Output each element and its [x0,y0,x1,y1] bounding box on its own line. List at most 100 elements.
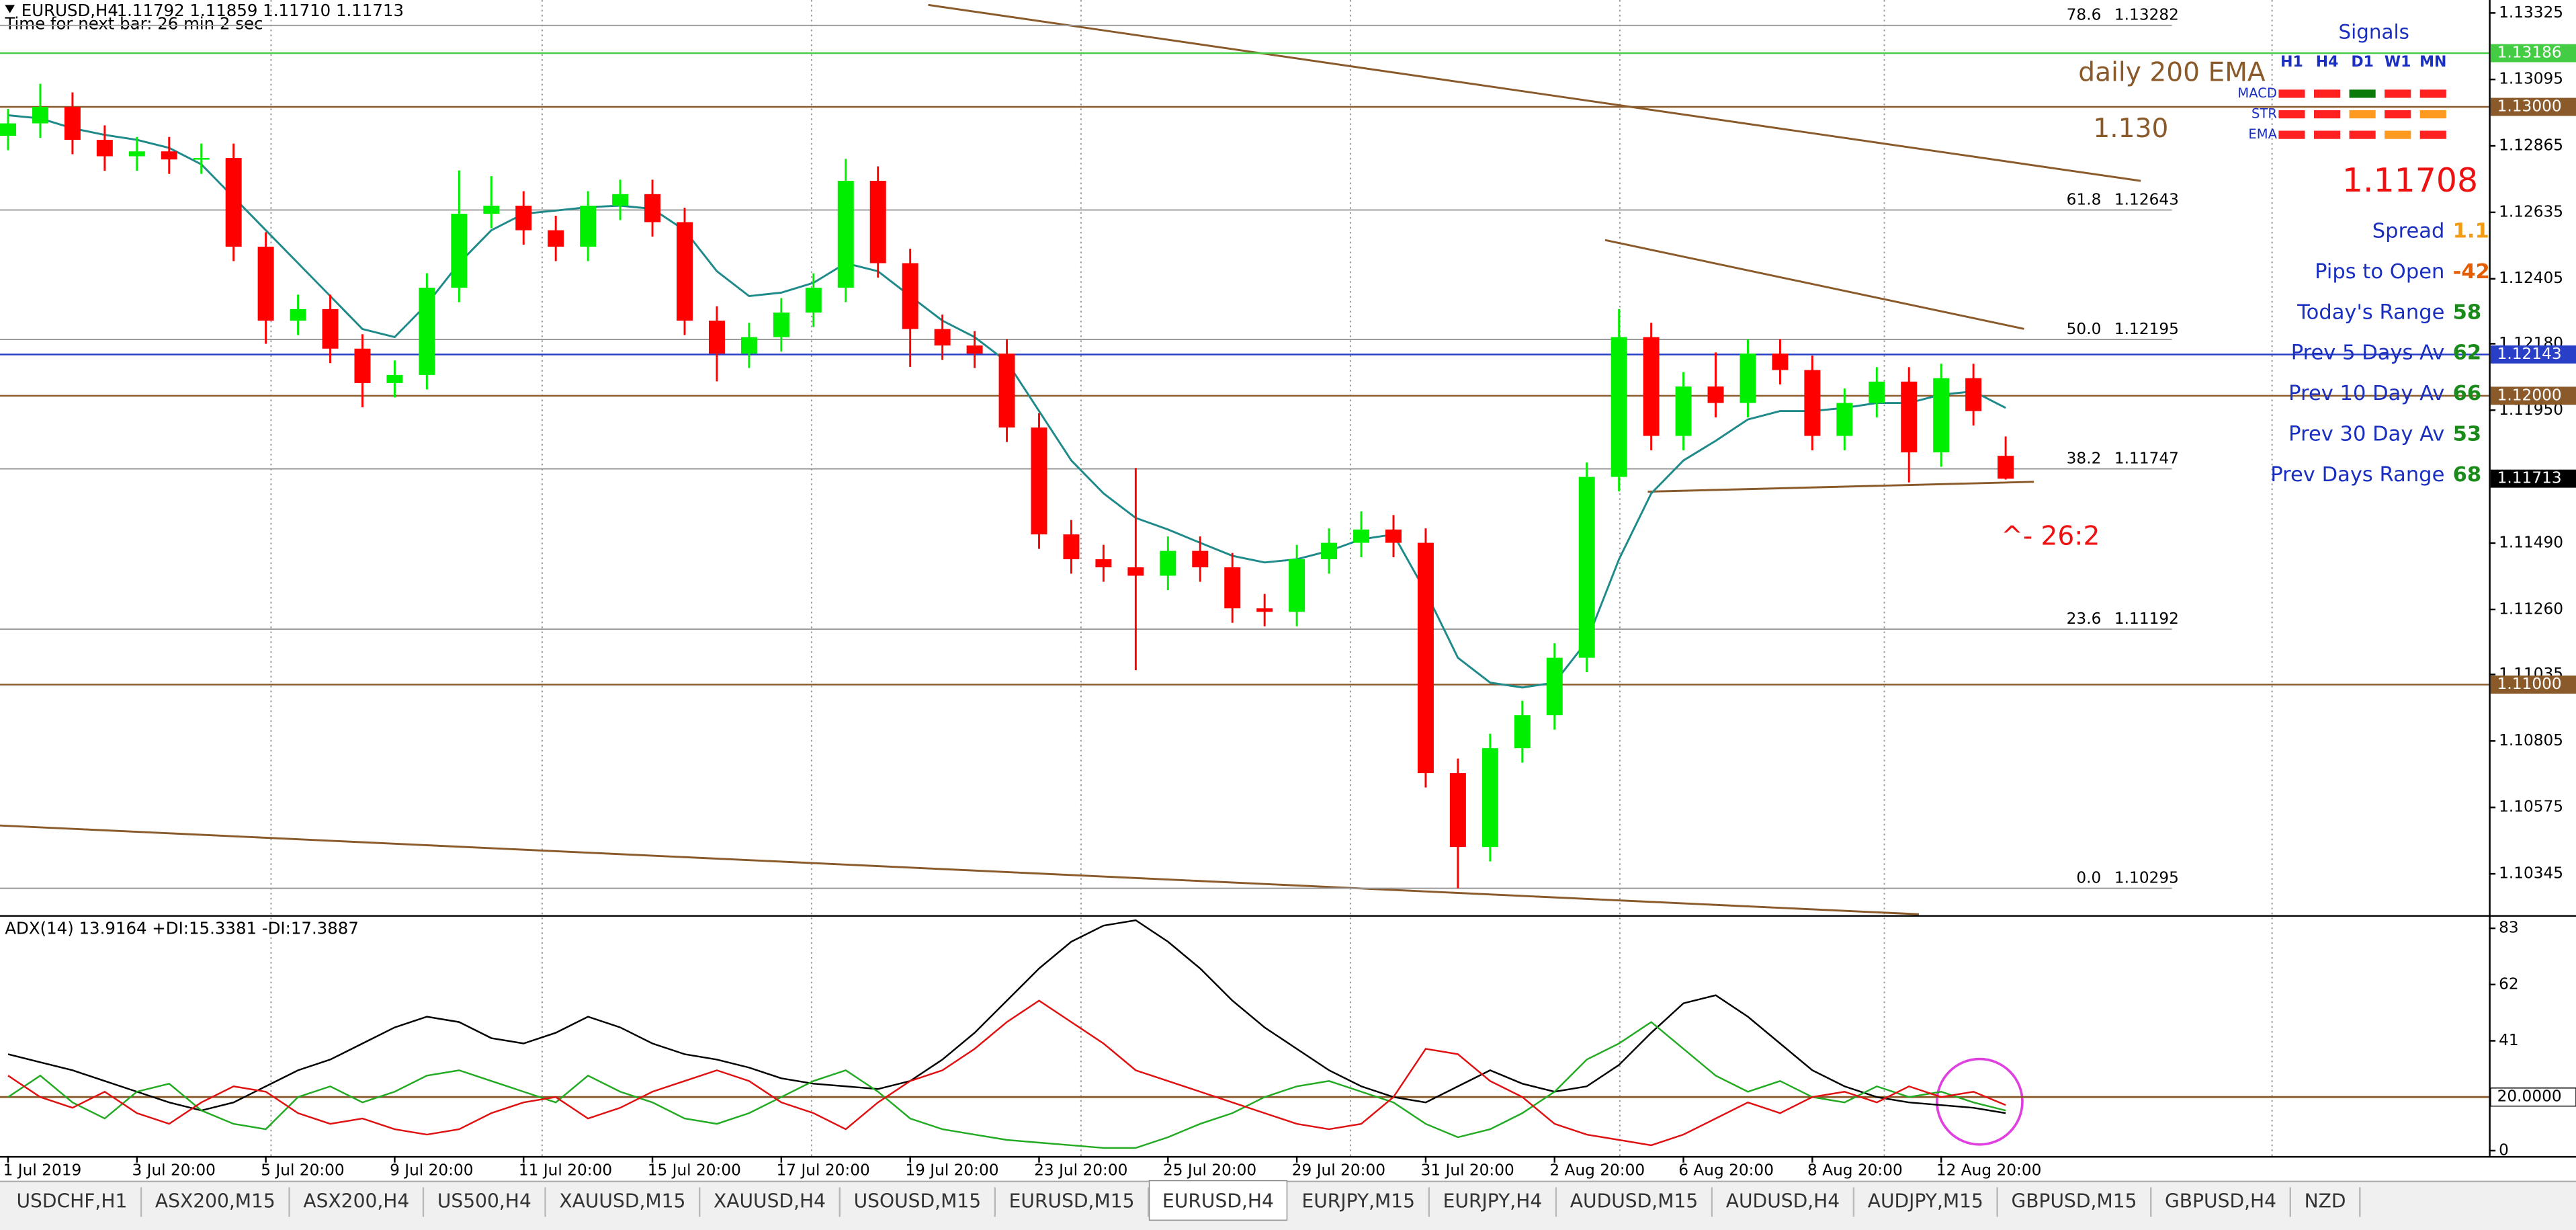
signal-cell [2385,110,2411,119]
tab[interactable] [290,1184,423,1219]
tab[interactable] [424,1184,545,1219]
tab-label[interactable]: US500,H4 [437,1190,531,1212]
x-tick-label: 2 Aug 20:00 [1549,1161,1645,1179]
tab[interactable] [2151,1184,2290,1219]
bid-price: 1.11708 [2342,161,2478,200]
tab-label[interactable]: AUDUSD,H4 [1726,1190,1840,1212]
stat-value: 58 [2453,300,2482,324]
x-tick-label: 9 Jul 20:00 [390,1161,473,1179]
stat-label: Prev Days Range [2270,463,2444,487]
tab[interactable] [700,1184,839,1219]
tab-label[interactable]: USDCHF,H1 [16,1190,127,1212]
candle-body [1449,773,1466,848]
signal-cell [2349,110,2376,119]
candle-body [1417,542,1434,774]
candle-body [934,329,951,346]
candle-body [386,374,403,383]
y-tick-label: 1.10805 [2499,731,2563,749]
price-box [2490,44,2576,63]
candle-body [1546,657,1563,716]
indicator-line [7,999,2006,1147]
vertical-grid [270,0,2273,1156]
fib-price: 1.11192 [2114,610,2179,628]
x-tick-label: 19 Jul 20:00 [905,1161,998,1179]
tab-label[interactable]: GBPUSD,M15 [2011,1190,2137,1212]
x-tick-label: 8 Aug 20:00 [1807,1161,1903,1179]
tab-label[interactable]: XAUUSD,M15 [559,1190,685,1212]
candle-body [580,206,597,247]
signal-row: MACD [2237,85,2277,101]
fib-price: 1.12195 [2114,320,2179,338]
x-tick-label: 15 Jul 20:00 [648,1161,741,1179]
tab[interactable] [841,1184,994,1219]
tab-label[interactable]: AUDJPY,M15 [1868,1190,1983,1212]
tab[interactable] [996,1184,1148,1219]
trend-line [1604,239,2024,330]
stat-label: Spread [2372,219,2445,243]
signal-column: W1 [2385,54,2411,71]
tab-label[interactable]: NZD [2305,1190,2346,1212]
price-box-label: 1.11000 [2497,675,2562,693]
tab-label[interactable]: EURUSD,H4 [1162,1190,1274,1212]
level-box [2490,1088,2576,1107]
tab-label[interactable]: GBPUSD,H4 [2165,1190,2276,1212]
candle-body [225,158,242,247]
signal-cell [2313,110,2341,119]
tab-label[interactable]: EURJPY,H4 [1443,1190,1543,1212]
tab[interactable] [1557,1184,1711,1219]
tab-label[interactable]: XAUUSD,H4 [714,1190,826,1212]
tab-label[interactable]: ASX200,H4 [303,1190,409,1212]
candle-body [837,181,854,288]
signal-row: EMA [2248,126,2277,142]
indicator-title: ADX(14) 13.9164 +DI:15.3381 -DI:17.3887 [5,918,359,938]
tab-label[interactable]: EURUSD,M15 [1009,1190,1135,1212]
candle-body [1224,567,1241,609]
tab-label[interactable]: ASX200,M15 [155,1190,275,1212]
x-tick-label: 5 Jul 20:00 [261,1161,344,1179]
candle-body [32,107,48,124]
fib-price: 1.10295 [2114,868,2179,887]
tab[interactable] [2291,1184,2360,1219]
candle-body [1095,559,1112,568]
tab[interactable] [1998,1184,2151,1219]
candle-body [1031,427,1047,535]
candle-body [1482,748,1498,848]
y-tick-label: 1.12405 [2499,269,2563,287]
active-tab[interactable] [1148,1180,1288,1221]
tab[interactable] [1430,1184,1555,1219]
stat-value: 68 [2453,463,2482,487]
tab-label[interactable]: USOUSD,M15 [854,1190,982,1212]
menu-arrow [5,5,15,13]
price-box [2490,675,2576,694]
tab[interactable] [142,1184,289,1219]
tab-label[interactable]: AUDUSD,M15 [1570,1190,1698,1212]
candle-body [515,206,532,231]
tab[interactable] [3,1184,140,1219]
tab[interactable] [546,1184,699,1219]
stat-value: 1.1 [2453,219,2489,243]
candle-body [1578,477,1595,658]
signal-cell [2349,89,2376,98]
tab[interactable] [1854,1184,1997,1219]
price-box [2490,386,2576,405]
candle-body [1804,370,1821,436]
tab[interactable] [1288,1184,1428,1219]
quote: 1.11792 1.11859 1.11710 1.11713 [117,1,404,20]
candle-body [966,345,983,354]
candle-body [1385,529,1402,543]
signal-column: H1 [2280,54,2303,71]
price-box-label: 1.12143 [2497,345,2562,363]
symbol: EURUSD,H4 [22,1,118,20]
y-tick-label: 1.11490 [2499,533,2563,551]
candle-body [1675,386,1692,436]
candle-body [322,309,339,349]
price-box-label: 1.12000 [2497,386,2562,404]
candle-body [451,214,468,288]
candle-body [290,309,306,321]
tab[interactable] [1713,1184,1853,1219]
tab-label[interactable]: EURJPY,M15 [1301,1190,1415,1212]
candle-body [1740,354,1756,403]
signal-cell [2419,89,2446,98]
y-tick-label: 1.13325 [2499,3,2563,22]
price-box [2490,469,2576,488]
